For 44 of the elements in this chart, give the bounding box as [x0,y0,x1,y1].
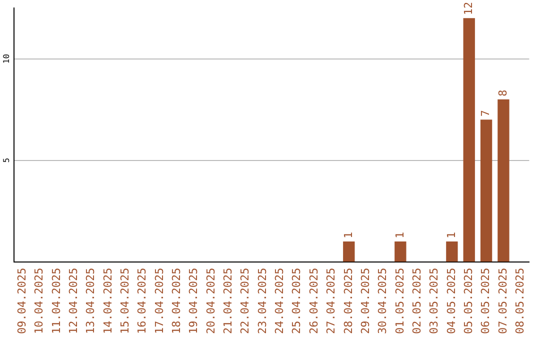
x-tick-label: 24.04.2025 [273,268,286,334]
x-tick-label: 01.05.2025 [393,268,406,334]
data-label: 1 [444,232,458,238]
y-tick-label: 10 [2,54,12,64]
x-tick-label: 20.04.2025 [204,268,218,334]
x-tick-label: 26.04.2025 [307,268,320,334]
x-tick-label: 13.04.2025 [84,268,98,334]
x-tick-label: 05.05.2025 [462,268,475,334]
x-tick-label: 16.04.2025 [136,268,149,334]
x-tick-label: 27.04.2025 [324,268,338,334]
bar [343,241,355,262]
x-tick-label: 04.05.2025 [444,268,458,334]
y-tick-label: 5 [2,158,12,163]
x-tick-label: 08.05.2025 [513,268,526,334]
bar [480,120,492,262]
x-tick-label: 03.05.2025 [428,268,441,334]
x-tick-label: 21.04.2025 [222,268,235,334]
x-tick-label: 15.04.2025 [118,268,132,334]
x-tick-label: 22.04.2025 [238,268,252,334]
x-tick-label: 23.04.2025 [256,268,269,334]
x-tick-label: 29.04.2025 [358,268,372,334]
data-label: 12 [462,2,475,16]
x-tick-label: 07.05.2025 [496,268,510,334]
x-tick-label: 18.04.2025 [170,268,184,334]
bar [498,99,510,262]
x-tick-label: 14.04.2025 [101,268,114,334]
x-tick-label: 12.04.2025 [66,268,80,334]
bar [394,241,406,262]
data-label: 7 [479,110,492,117]
x-tick-label: 25.04.2025 [290,268,304,334]
x-tick-label: 17.04.2025 [152,268,166,334]
x-tick-label: 28.04.2025 [342,268,355,334]
data-label: 1 [393,232,406,238]
x-tick-label: 06.05.2025 [479,268,492,334]
x-tick-label: 02.05.2025 [410,268,424,334]
x-tick-label: 30.04.2025 [376,268,390,334]
data-label: 8 [496,90,510,96]
x-tick-label: 19.04.2025 [187,268,200,334]
x-tick-label: 11.04.2025 [50,268,63,334]
bar [463,18,475,262]
x-tick-label: 09.04.2025 [15,268,28,334]
bar [446,241,458,262]
x-tick-label: 10.04.2025 [32,268,46,334]
data-label: 1 [342,232,355,238]
